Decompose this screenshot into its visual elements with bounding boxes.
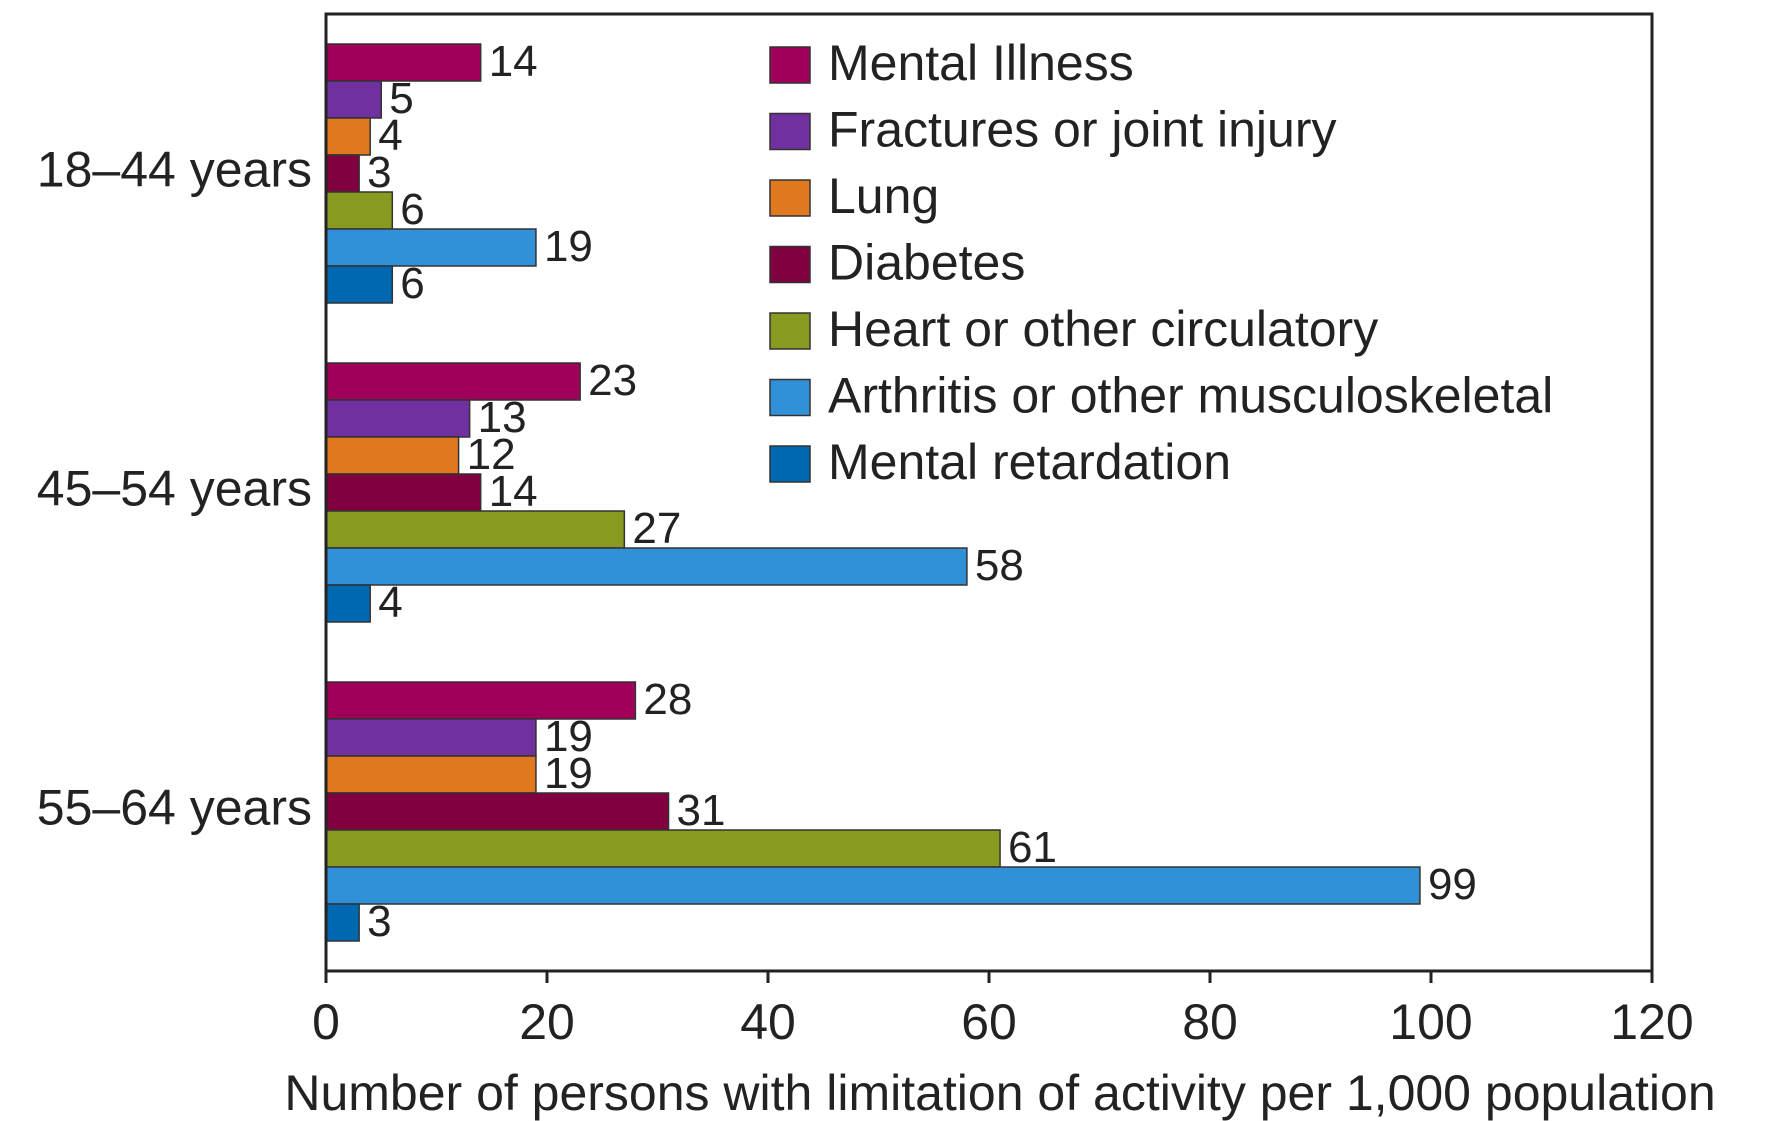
value-label: 58 xyxy=(975,541,1024,590)
legend-swatch xyxy=(769,112,811,151)
value-label: 3 xyxy=(367,148,391,197)
bar xyxy=(325,228,537,267)
value-label: 27 xyxy=(632,504,681,553)
x-axis-label: Number of persons with limitation of act… xyxy=(284,1065,1715,1121)
bar xyxy=(325,117,371,156)
value-label: 4 xyxy=(378,111,402,160)
legend-swatch xyxy=(769,445,811,483)
bar xyxy=(325,510,626,549)
value-label: 12 xyxy=(467,430,516,479)
bar xyxy=(325,265,394,304)
x-tick-label: 120 xyxy=(1610,994,1693,1050)
value-label: 6 xyxy=(400,259,424,308)
legend-label: Fractures or joint injury xyxy=(828,102,1337,158)
bar xyxy=(325,792,670,831)
bar xyxy=(325,362,581,401)
bar xyxy=(325,829,1001,868)
y-tick-label: 45–54 years xyxy=(37,461,312,517)
value-label: 5 xyxy=(389,74,413,123)
bar xyxy=(325,191,394,230)
bar xyxy=(325,681,637,720)
legend-swatch xyxy=(769,245,811,284)
bar xyxy=(325,547,968,586)
legend-label: Heart or other circulatory xyxy=(828,301,1378,357)
value-label: 4 xyxy=(378,578,402,627)
bar xyxy=(325,903,360,942)
value-label: 6 xyxy=(400,185,424,234)
value-label: 19 xyxy=(544,222,593,271)
y-tick-label: 55–64 years xyxy=(37,780,312,836)
value-label: 14 xyxy=(489,467,538,516)
legend-label: Arthritis or other musculoskeletal xyxy=(828,368,1553,424)
value-label: 61 xyxy=(1008,823,1057,872)
bar xyxy=(325,584,371,623)
legend-swatch xyxy=(769,378,811,417)
value-label: 99 xyxy=(1428,860,1477,909)
legend-label: Diabetes xyxy=(828,235,1025,291)
legend-label: Mental Illness xyxy=(828,35,1134,91)
legend-swatch xyxy=(769,46,811,84)
value-label: 31 xyxy=(677,786,726,835)
bar xyxy=(325,80,382,119)
bar xyxy=(325,399,471,438)
bar xyxy=(325,473,482,512)
value-label: 14 xyxy=(489,37,538,86)
x-tick-label: 100 xyxy=(1389,994,1472,1050)
bar xyxy=(325,866,1421,905)
legend-label: Lung xyxy=(828,168,939,224)
x-tick-label: 20 xyxy=(519,994,575,1050)
bar xyxy=(325,755,537,794)
bar xyxy=(325,154,360,193)
legend-label: Mental retardation xyxy=(828,434,1231,490)
bar xyxy=(325,436,460,475)
value-label: 3 xyxy=(367,897,391,946)
x-tick-label: 80 xyxy=(1182,994,1238,1050)
value-label: 19 xyxy=(544,712,593,761)
value-label: 23 xyxy=(588,356,637,405)
value-label: 13 xyxy=(478,393,527,442)
x-tick-label: 60 xyxy=(961,994,1017,1050)
legend-swatch xyxy=(769,179,811,217)
y-tick-label: 18–44 years xyxy=(37,142,312,198)
legend-swatch xyxy=(769,312,811,350)
x-tick-label: 40 xyxy=(740,994,796,1050)
value-label: 28 xyxy=(643,675,692,724)
bar xyxy=(325,718,537,757)
value-label: 19 xyxy=(544,749,593,798)
x-tick-label: 0 xyxy=(312,994,340,1050)
